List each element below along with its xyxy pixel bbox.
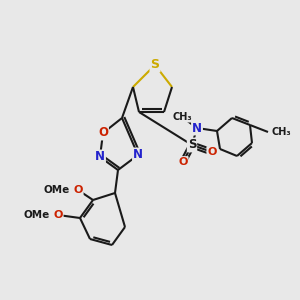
- Text: S: S: [188, 139, 196, 152]
- Text: O: O: [73, 185, 83, 195]
- Text: O: O: [98, 127, 108, 140]
- Text: O: O: [53, 210, 63, 220]
- Text: N: N: [133, 148, 143, 161]
- Text: N: N: [95, 151, 105, 164]
- Text: OMe: OMe: [44, 185, 70, 195]
- Text: N: N: [192, 122, 202, 134]
- Text: O: O: [178, 157, 188, 167]
- Text: CH₃: CH₃: [271, 127, 291, 137]
- Text: S: S: [151, 58, 160, 71]
- Text: OMe: OMe: [24, 210, 50, 220]
- Text: CH₃: CH₃: [172, 112, 192, 122]
- Text: O: O: [207, 147, 217, 157]
